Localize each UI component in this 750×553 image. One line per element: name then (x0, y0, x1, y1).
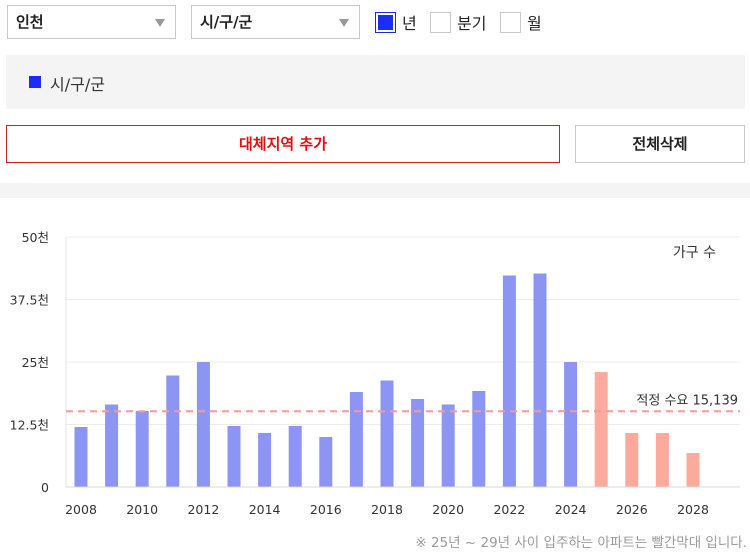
period-quarter-option[interactable]: 분기 (430, 10, 486, 34)
legend-label: 시/구/군 (50, 75, 105, 94)
bars (74, 273, 700, 487)
bar-2019 (411, 399, 425, 487)
bar-2020 (441, 404, 455, 487)
x-tick-label: 2024 (555, 502, 587, 517)
year-checkbox[interactable] (375, 11, 396, 33)
chevron-down-icon (339, 19, 349, 27)
bar-planned-2028 (686, 453, 700, 487)
y-tick-label: 25천 (22, 355, 49, 370)
housing-supply-bar-chart: 0 12.5천 25천 37.5천 50천 2008 2010 2012 2014 2016 201… (10, 230, 747, 551)
bar-2022 (502, 275, 516, 487)
unit-label: 가구 수 (673, 245, 716, 261)
legend-swatch (29, 76, 41, 88)
bar-2012 (196, 362, 210, 487)
bar-2009 (105, 404, 119, 487)
x-tick-label: 2022 (493, 502, 525, 517)
bar-2016 (319, 437, 333, 487)
quarter-checkbox[interactable] (430, 11, 451, 33)
district-select-value: 시/구/군 (200, 13, 253, 31)
region-select-value: 인천 (16, 13, 44, 31)
footnote: ※ 25년 ~ 29년 사이 입주하는 아파트는 빨간막대 입니다. (415, 535, 747, 551)
bar-planned-2025 (594, 372, 608, 487)
x-tick-label: 2026 (616, 502, 648, 517)
axes: 0 12.5천 25천 37.5천 50천 2008 2010 2012 2014 2016 201… (10, 230, 740, 517)
period-year-option[interactable]: 년 (375, 10, 417, 34)
bar-2013 (227, 426, 241, 487)
bar-2011 (166, 375, 180, 487)
reference-label: 적정 수요 15,139 (636, 393, 738, 408)
bar-2024 (564, 362, 578, 487)
legend-panel: 시/구/군 (6, 55, 745, 109)
bar-2018 (380, 380, 394, 487)
month-checkbox[interactable] (500, 11, 521, 33)
district-select[interactable]: 시/구/군 (191, 5, 360, 39)
bar-2023 (533, 273, 547, 487)
clear-all-button[interactable]: 전체삭제 (575, 125, 745, 163)
x-tick-label: 2014 (249, 502, 281, 517)
y-tick-label: 12.5천 (10, 418, 49, 433)
y-tick-label: 37.5천 (10, 293, 49, 308)
bar-planned-2026 (625, 433, 639, 487)
x-tick-label: 2010 (126, 502, 158, 517)
y-tick-label: 50천 (22, 230, 49, 245)
x-tick-label: 2008 (65, 502, 97, 517)
bar-planned-2027 (655, 433, 669, 487)
bar-2010 (135, 411, 149, 487)
bar-2014 (258, 433, 272, 487)
bar-2008 (74, 427, 88, 487)
bar-2021 (472, 391, 486, 487)
region-select[interactable]: 인천 (7, 5, 176, 39)
chevron-down-icon (155, 19, 165, 27)
add-alternative-region-button[interactable]: 대체지역 추가 (6, 125, 560, 163)
month-label: 월 (527, 14, 542, 33)
bar-2015 (288, 426, 302, 487)
year-label: 년 (402, 14, 417, 33)
x-tick-label: 2028 (677, 502, 709, 517)
section-divider (0, 183, 750, 198)
period-month-option[interactable]: 월 (500, 10, 542, 34)
y-tick-label: 0 (41, 480, 49, 495)
x-tick-label: 2018 (371, 502, 403, 517)
x-tick-label: 2012 (187, 502, 219, 517)
grid-lines (65, 236, 740, 487)
quarter-label: 분기 (457, 14, 487, 33)
x-tick-label: 2020 (432, 502, 464, 517)
x-tick-label: 2016 (310, 502, 342, 517)
bar-2017 (349, 392, 363, 487)
